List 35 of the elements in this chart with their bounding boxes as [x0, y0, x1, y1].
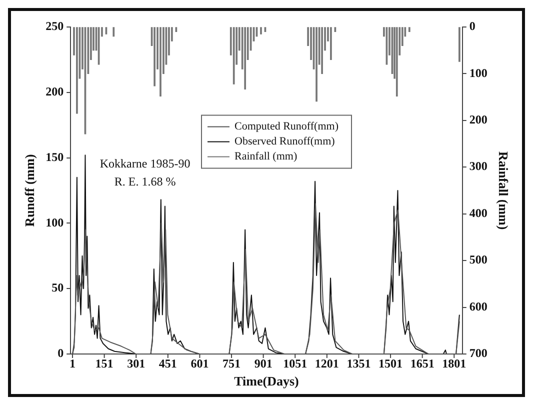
- annotation: Kokkarne 1985-90: [100, 156, 190, 170]
- y2-tick-label: 300: [469, 159, 488, 174]
- x-tick-label: 1501: [378, 356, 403, 370]
- y2-tick-label: 100: [469, 66, 488, 80]
- x-tick-label: 751: [222, 356, 241, 370]
- x-tick-label: 1351: [346, 356, 371, 370]
- y-tick-label: 0: [58, 346, 64, 360]
- x-tick-label: 301: [127, 356, 146, 370]
- y2-tick-label: 500: [469, 252, 488, 267]
- y2-tick-label: 200: [469, 112, 488, 127]
- x-tick-label: 451: [158, 356, 177, 370]
- y-tick-label: 200: [46, 84, 64, 98]
- x-tick-label: 1051: [283, 356, 308, 370]
- y-tick-label: 250: [46, 19, 64, 34]
- x-tick-label: 1201: [314, 356, 339, 370]
- x-tick-label: 901: [254, 356, 272, 370]
- legend-label: Computed Runoff(mm): [234, 120, 339, 133]
- y2-axis-title: Rainfall (mm): [496, 151, 511, 230]
- y-tick-label: 150: [46, 150, 64, 164]
- x-tick-label: 601: [190, 356, 209, 370]
- annotation: R. E. 1.68 %: [114, 174, 176, 188]
- y2-tick-label: 400: [469, 206, 488, 220]
- x-tick-label: 1: [70, 356, 76, 370]
- x-tick-label: 1801: [442, 356, 466, 370]
- y2-tick-label: 700: [469, 346, 488, 360]
- x-tick-label: 1651: [410, 356, 434, 370]
- y-tick-label: 100: [46, 215, 64, 230]
- x-axis-title: Time(Days): [234, 374, 299, 389]
- y2-tick-label: 0: [469, 19, 476, 34]
- legend-label: Observed Runoff(mm): [234, 136, 336, 148]
- y2-tick-label: 600: [469, 299, 488, 314]
- y-tick-label: 50: [52, 280, 64, 295]
- x-tick-label: 151: [95, 356, 114, 370]
- y-axis-title: Runoff (mm): [22, 154, 38, 227]
- legend-label: Rainfall (mm): [234, 150, 298, 163]
